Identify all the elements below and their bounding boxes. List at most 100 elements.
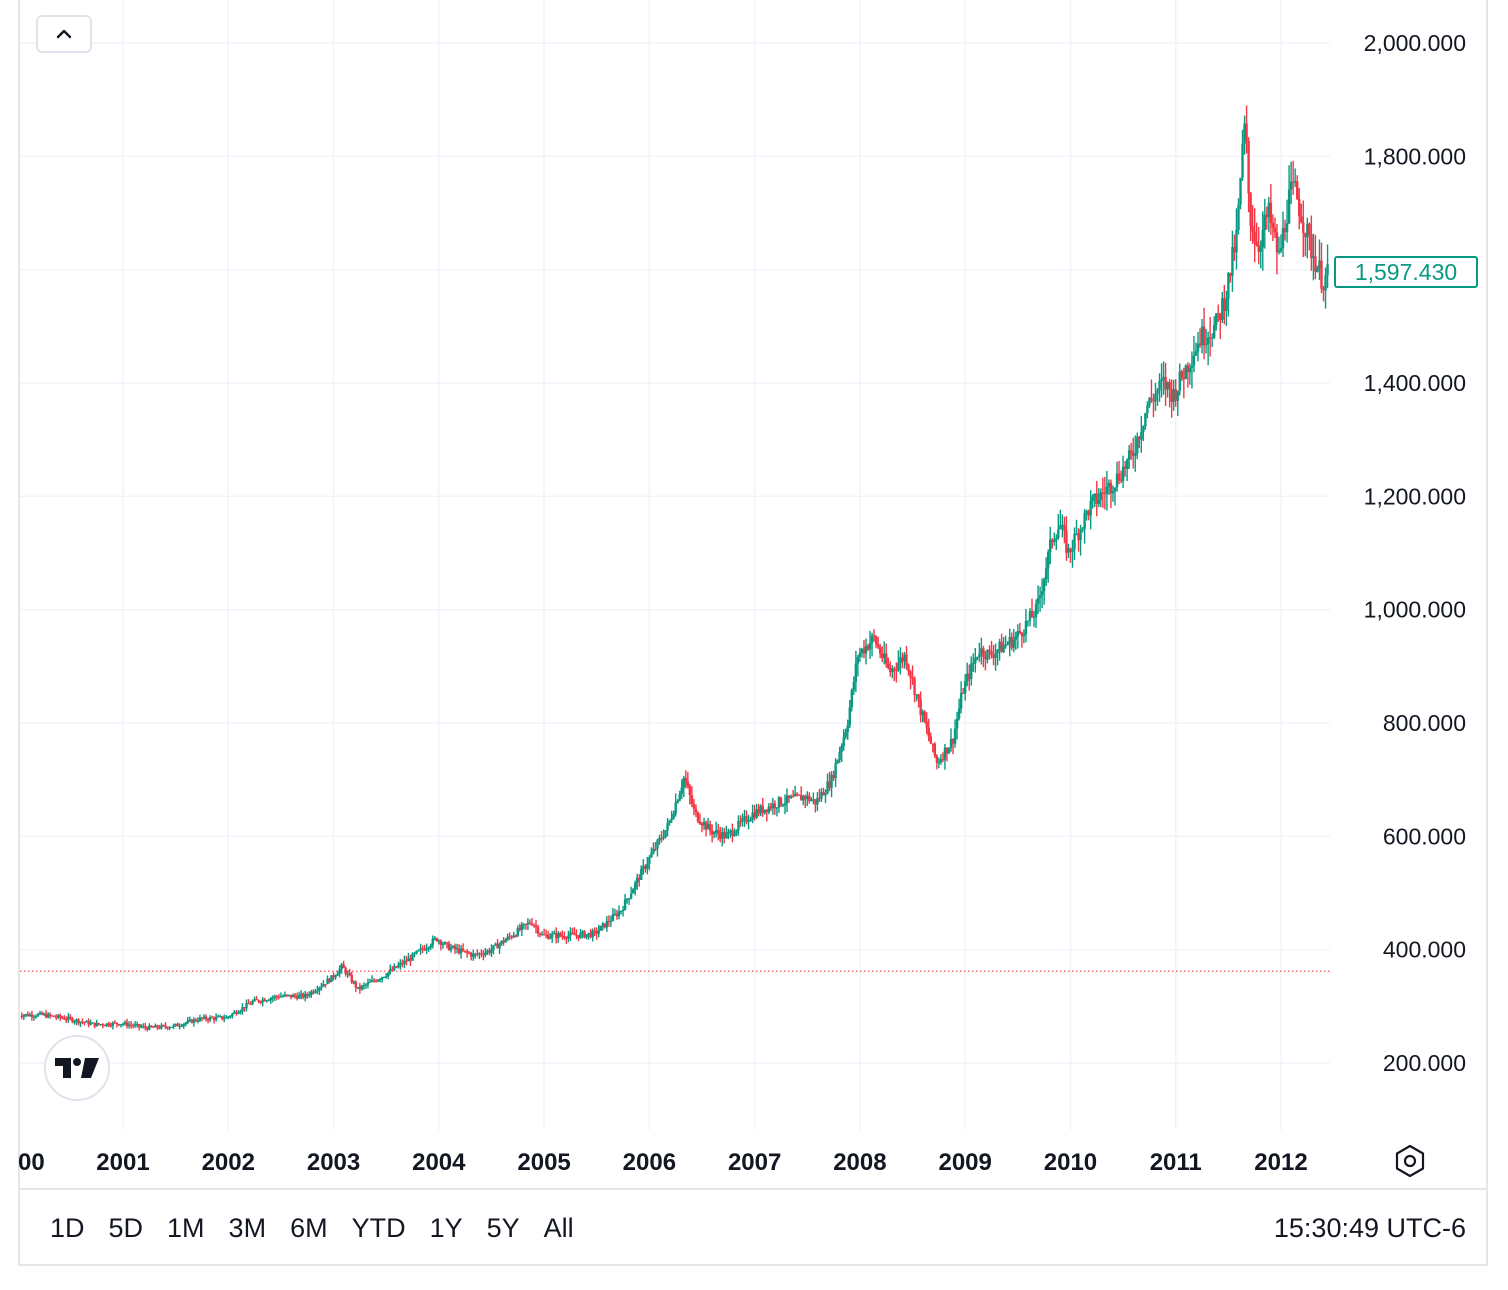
candle-body [550, 933, 554, 938]
candle-body [214, 1016, 218, 1020]
candle-body [577, 935, 580, 938]
candle-body [542, 934, 546, 936]
candle-body [445, 942, 449, 944]
candle-body [170, 1027, 173, 1029]
candle-body [642, 866, 645, 869]
candle-body [50, 1015, 54, 1017]
candle-body [176, 1023, 179, 1027]
candle-body [949, 738, 953, 749]
candle-body [1196, 343, 1200, 352]
range-button-1y[interactable]: 1Y [429, 1213, 463, 1243]
timezone-clock[interactable]: 15:30:49 UTC-6 [1273, 1213, 1466, 1243]
candle-body [605, 920, 609, 928]
candle-body [755, 809, 758, 818]
candle-body [433, 938, 436, 940]
candle-body [405, 960, 408, 962]
range-button-6m[interactable]: 6M [290, 1213, 328, 1243]
candle-body [150, 1025, 153, 1027]
y-tick-label: 1,200.000 [1364, 483, 1466, 509]
candle-body [795, 793, 799, 795]
candle-body [530, 923, 534, 925]
candle-body [79, 1021, 82, 1024]
candle-body [1202, 326, 1206, 346]
candle-body [1132, 452, 1135, 456]
range-button-3m[interactable]: 3M [228, 1213, 267, 1243]
candle-body [467, 952, 471, 954]
gear-icon[interactable] [1392, 1143, 1428, 1179]
candle-body [1198, 343, 1202, 346]
candle-body [1004, 644, 1007, 646]
candle-body [429, 945, 432, 948]
candle-body [761, 805, 764, 813]
candle-body [1267, 202, 1271, 218]
candle-body [1113, 487, 1117, 492]
candle-body [71, 1018, 74, 1022]
candle-body [188, 1019, 192, 1021]
candle-body [538, 933, 542, 935]
tradingview-logo[interactable] [44, 1035, 110, 1101]
range-button-1m[interactable]: 1M [167, 1213, 205, 1243]
collapse-button[interactable] [36, 15, 92, 53]
candle-body [692, 804, 696, 809]
candle-body [1172, 389, 1175, 402]
candle-body [672, 813, 675, 819]
candle-body [40, 1012, 44, 1015]
candle-body [1204, 344, 1208, 346]
candle-body [144, 1026, 147, 1028]
candle-body [706, 823, 710, 830]
candle-body [931, 743, 934, 745]
candle-body [640, 868, 643, 880]
candle-body [939, 759, 943, 763]
candle-body [943, 747, 947, 760]
candle-body [544, 934, 548, 936]
candle-body [251, 1001, 254, 1004]
candle-body [57, 1015, 60, 1018]
candle-body [613, 913, 617, 915]
candle-body [553, 932, 556, 934]
candle-body [376, 979, 380, 982]
candle-body [1233, 247, 1236, 253]
candle-body [721, 832, 724, 839]
range-button-5d[interactable]: 5D [108, 1213, 144, 1243]
candle-body [182, 1023, 185, 1026]
range-button-ytd[interactable]: YTD [351, 1213, 406, 1243]
candle-body [593, 930, 596, 932]
candle-body [1032, 617, 1036, 619]
candle-body [996, 650, 999, 654]
candle-body [1271, 222, 1275, 228]
candle-body [745, 816, 748, 823]
candle-body [287, 994, 291, 996]
candle-body [180, 1025, 183, 1027]
candle-body [664, 830, 667, 838]
candle-body [259, 1001, 262, 1003]
range-button-1d[interactable]: 1D [50, 1213, 85, 1243]
candle-body [753, 812, 756, 818]
range-button-all[interactable]: All [543, 1213, 574, 1243]
candle-body [1308, 223, 1311, 235]
candle-body [579, 932, 582, 938]
candle-body [241, 1007, 244, 1012]
candle-body [1304, 233, 1307, 238]
candle-body [1221, 298, 1224, 320]
candle-body [320, 986, 323, 988]
candle-body [638, 877, 641, 880]
candle-body [99, 1024, 102, 1026]
candle-body [1136, 436, 1139, 454]
candle-body [212, 1017, 216, 1020]
candle-body [1099, 492, 1103, 500]
candle-body [905, 654, 908, 666]
candle-body [101, 1024, 104, 1026]
candle-body [184, 1022, 187, 1024]
candle-body [502, 940, 505, 943]
candle-body [348, 973, 351, 976]
candle-body [1162, 376, 1165, 380]
candle-body [441, 944, 445, 946]
candle-body [1091, 496, 1094, 501]
candle-body [314, 991, 317, 993]
range-button-5y[interactable]: 5Y [486, 1213, 520, 1243]
candle-body [453, 945, 457, 950]
candle-body [1217, 313, 1220, 315]
candle-body [346, 973, 349, 975]
candle-body [478, 953, 481, 955]
